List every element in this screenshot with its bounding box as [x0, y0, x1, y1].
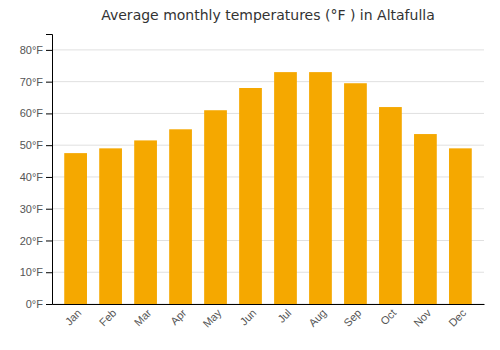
grid — [52, 50, 484, 304]
grid-line — [52, 81, 484, 82]
bar — [99, 148, 122, 304]
y-tick: 50°F — [20, 139, 52, 151]
grid-line — [52, 113, 484, 114]
x-tick-label: Sep — [341, 307, 363, 329]
x-tick: Dec — [446, 306, 469, 329]
y-tick: 60°F — [20, 107, 52, 119]
x-tick: Oct — [378, 307, 399, 328]
x-axis-line — [53, 304, 485, 305]
chart-container: Jan Feb Mar Apr May Jun Jul Aug Sep Oct Nov Dec 0°F 1… — [0, 0, 500, 350]
y-tick-mark — [46, 209, 52, 210]
bar — [169, 129, 192, 304]
bar — [449, 148, 472, 304]
y-tick-label: 70°F — [20, 76, 44, 88]
y-tick-label: 80°F — [20, 44, 44, 56]
bar — [204, 110, 227, 304]
x-tick: Jan — [63, 307, 84, 328]
x-tick-label: Jun — [237, 307, 258, 328]
plot-area: Jan Feb Mar Apr May Jun Jul Aug Sep Oct Nov Dec 0°F 1… — [20, 35, 485, 330]
y-tick-label: 50°F — [20, 139, 44, 151]
x-tick-label: Jul — [275, 307, 293, 325]
bar — [239, 88, 262, 304]
y-axis-line — [46, 35, 53, 305]
x-tick-label: Dec — [446, 306, 469, 329]
y-tick-label: 40°F — [20, 171, 44, 183]
y-tick-label: 60°F — [20, 107, 44, 119]
y-tick-label: 20°F — [20, 234, 44, 246]
y-tick: 30°F — [20, 203, 52, 215]
y-tick-mark — [46, 177, 52, 178]
chart-svg: Jan Feb Mar Apr May Jun Jul Aug Sep Oct Nov Dec 0°F 1… — [0, 0, 500, 350]
bar — [414, 134, 437, 304]
x-tick: Jul — [275, 307, 293, 325]
x-tick-label: Apr — [168, 306, 189, 327]
x-axis: Jan Feb Mar Apr May Jun Jul Aug Sep Oct Nov Dec — [53, 305, 485, 330]
x-tick-label: Oct — [378, 307, 399, 328]
bar — [64, 153, 87, 304]
y-tick: 0°F — [26, 298, 52, 310]
bar — [344, 83, 367, 304]
y-tick-mark — [46, 82, 52, 83]
x-tick-label: Feb — [97, 307, 119, 329]
chart-title: Average monthly temperatures (°F ) in Al… — [101, 7, 435, 23]
x-tick: Aug — [306, 307, 328, 329]
y-tick: 20°F — [20, 234, 52, 246]
y-tick: 10°F — [20, 266, 52, 278]
x-tick: Feb — [97, 307, 119, 329]
x-tick: Mar — [132, 306, 154, 328]
x-tick-label: Nov — [411, 306, 434, 329]
x-tick-label: Mar — [132, 306, 154, 328]
x-tick-label: Jan — [63, 307, 84, 328]
y-tick-mark — [46, 50, 52, 51]
x-tick: Nov — [411, 306, 434, 329]
y-tick-label: 30°F — [20, 203, 44, 215]
bar — [274, 72, 297, 304]
x-tick-label: Aug — [306, 307, 328, 329]
y-tick-label: 10°F — [20, 266, 44, 278]
bar — [309, 72, 332, 304]
bar — [379, 107, 402, 304]
x-tick-label: May — [200, 306, 224, 330]
y-tick-mark — [46, 113, 52, 114]
y-tick-mark — [46, 304, 52, 305]
y-axis: 0°F 10°F 20°F 30°F 40°F 50°F 60°F 70°F 80°F — [20, 35, 53, 311]
y-tick: 40°F — [20, 171, 52, 183]
x-tick: May — [200, 306, 224, 330]
x-tick: Sep — [341, 307, 363, 329]
y-tick-mark — [46, 272, 52, 273]
y-tick-mark — [46, 240, 52, 241]
y-tick-label: 0°F — [26, 298, 44, 310]
y-tick: 80°F — [20, 44, 52, 56]
y-tick: 70°F — [20, 76, 52, 88]
grid-line — [52, 49, 484, 50]
bar — [134, 140, 157, 304]
x-tick: Jun — [237, 307, 258, 328]
x-tick: Apr — [168, 306, 189, 327]
bars — [64, 72, 472, 304]
y-tick-mark — [46, 145, 52, 146]
